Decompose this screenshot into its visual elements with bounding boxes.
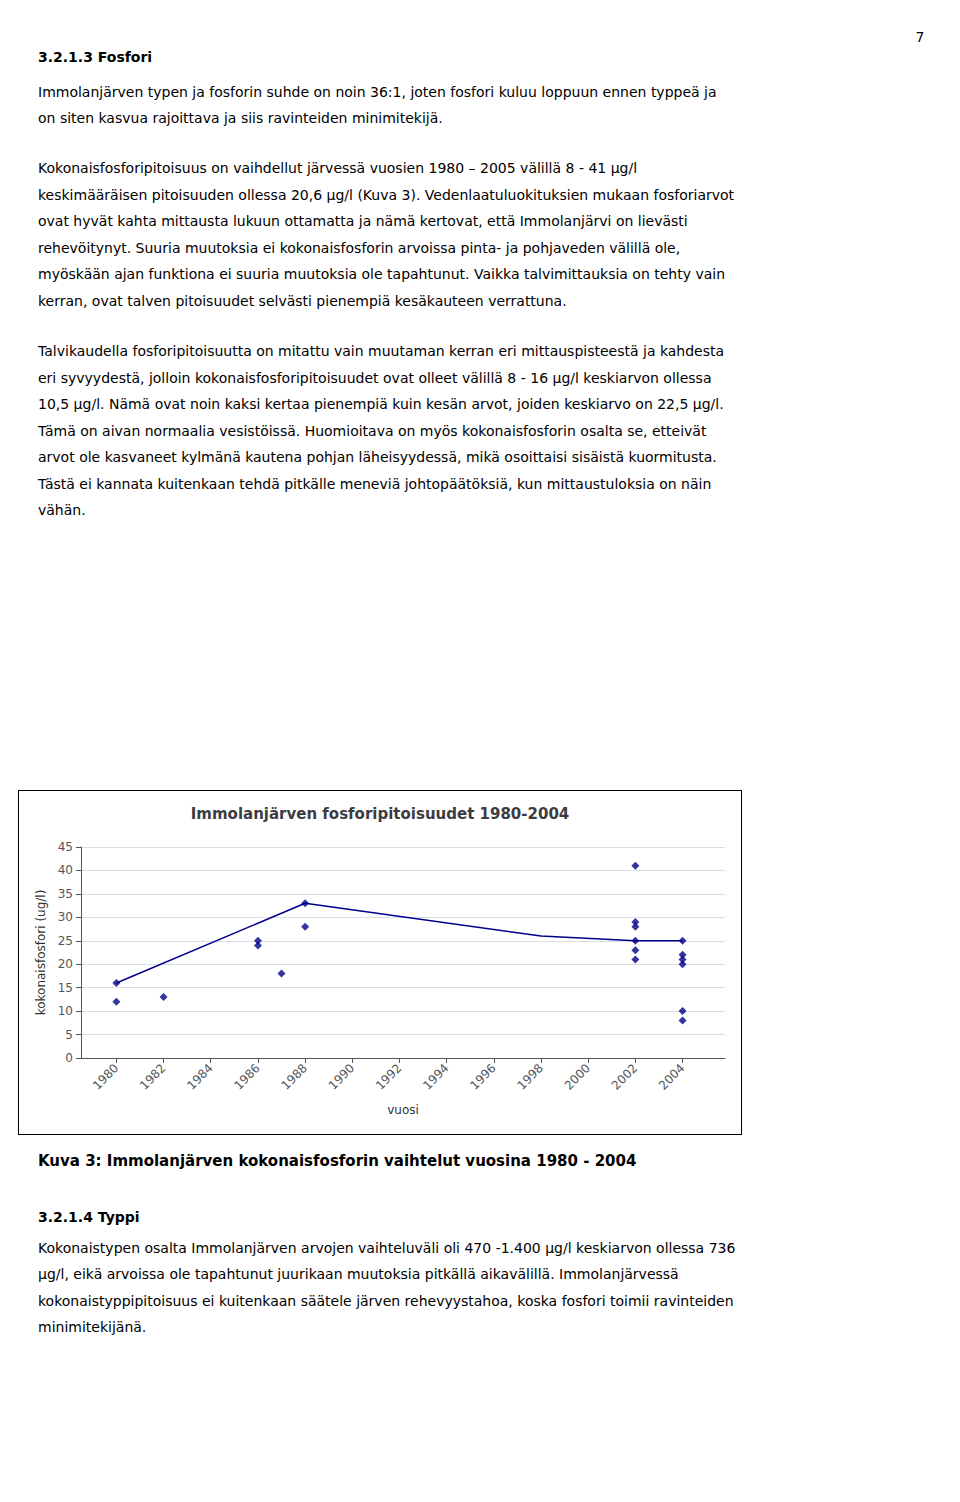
svg-text:1994: 1994	[420, 1061, 451, 1092]
svg-text:1998: 1998	[514, 1061, 545, 1092]
html-text:Kokonaisfosforipitoisuus on va: Kokonaisfosforipitoisuus on vaihdellut j…	[38, 160, 638, 177]
html-text:Tästä ei kannata kuitenkaan te: Tästä ei kannata kuitenkaan tehdä pitkäl…	[38, 475, 712, 492]
svg-text:1986: 1986	[231, 1061, 262, 1092]
svg-text:40: 40	[58, 863, 73, 877]
html-text:3.2.1.4 Typpi: 3.2.1.4 Typpi	[38, 1209, 140, 1225]
svg-text:1990: 1990	[326, 1061, 357, 1092]
svg-text:20: 20	[58, 957, 73, 971]
svg-text:2004: 2004	[656, 1061, 687, 1092]
svg-text:25: 25	[58, 934, 73, 948]
html-text:rehevöitynyt. Suuria muutoksia: rehevöitynyt. Suuria muutoksia ei kokona…	[38, 239, 681, 256]
html-text:vähän.: vähän.	[38, 502, 86, 519]
svg-text:1988: 1988	[279, 1061, 310, 1092]
svg-text:vuosi: vuosi	[387, 1103, 419, 1117]
svg-text:kokonaisfosfori (ug/l): kokonaisfosfori (ug/l)	[34, 890, 48, 1016]
html-text:arvot ole kasvaneet kylmänä ka: arvot ole kasvaneet kylmänä kautena pohj…	[38, 449, 717, 466]
html-text:ovat hyvät kahta mittausta luk: ovat hyvät kahta mittausta lukuun ottama…	[38, 213, 688, 230]
svg-text:45: 45	[58, 840, 73, 854]
svg-text:1996: 1996	[467, 1061, 498, 1092]
html-text:µg/l, eikä arvoissa ole tapaht: µg/l, eikä arvoissa ole tapahtunut juuri…	[38, 1266, 679, 1282]
svg-text:5: 5	[65, 1028, 73, 1042]
svg-text:1982: 1982	[137, 1061, 168, 1092]
html-text:minimitekijänä.: minimitekijänä.	[38, 1319, 147, 1335]
svg-text:2002: 2002	[609, 1061, 640, 1092]
html-text:myöskään ajan funktiona ei suu: myöskään ajan funktiona ei suuria muutok…	[38, 266, 726, 283]
svg-text:35: 35	[58, 887, 73, 901]
svg-text:1984: 1984	[184, 1061, 215, 1092]
html-text:10,5 µg/l. Nämä ovat noin kaks: 10,5 µg/l. Nämä ovat noin kaksi kertaa p…	[38, 396, 724, 413]
html-text:Tämä on aivan normaalia vesist: Tämä on aivan normaalia vesistöissä. Huo…	[38, 422, 707, 439]
html-text:kokonaistyppipitoisuus ei kuit: kokonaistyppipitoisuus ei kuitenkaan sää…	[38, 1292, 734, 1309]
html-text:Immolanjärven typen ja fosfori: Immolanjärven typen ja fosforin suhde on…	[38, 83, 717, 100]
svg-text:10: 10	[58, 1004, 73, 1018]
html-text:keskimääräisen pitoisuuden oll: keskimääräisen pitoisuuden ollessa 20,6 …	[38, 186, 735, 203]
html-text:Kokonaistypen osalta Immolanjä: Kokonaistypen osalta Immolanjärven arvoj…	[38, 1239, 736, 1256]
html-text:7: 7	[915, 29, 925, 45]
svg-text:Immolanjärven fosforipitoisuud: Immolanjärven fosforipitoisuudet 1980-20…	[191, 805, 570, 823]
svg-text:0: 0	[65, 1051, 73, 1065]
svg-text:30: 30	[58, 910, 73, 924]
html-text:Kuva 3: Immolanjärven kokonais: Kuva 3: Immolanjärven kokonaisfosforin v…	[38, 1152, 637, 1170]
svg-text:1980: 1980	[90, 1061, 121, 1092]
html-text:on siten kasvua rajoittava ja: on siten kasvua rajoittava ja siis ravin…	[38, 110, 443, 126]
html-text:3.2.1.3 Fosfori: 3.2.1.3 Fosfori	[38, 49, 153, 65]
svg-text:1992: 1992	[373, 1061, 404, 1092]
html-text:eri syvyydestä, jolloin kokona: eri syvyydestä, jolloin kokonaisfosforip…	[38, 369, 712, 386]
html-text:kerran, ovat talven pitoisuude: kerran, ovat talven pitoisuudet selvästi…	[38, 292, 567, 309]
svg-text:2000: 2000	[562, 1061, 593, 1092]
html-text:Talvikaudella fosforipitoisuut: Talvikaudella fosforipitoisuutta on mita…	[38, 343, 725, 360]
svg-text:15: 15	[58, 981, 73, 995]
